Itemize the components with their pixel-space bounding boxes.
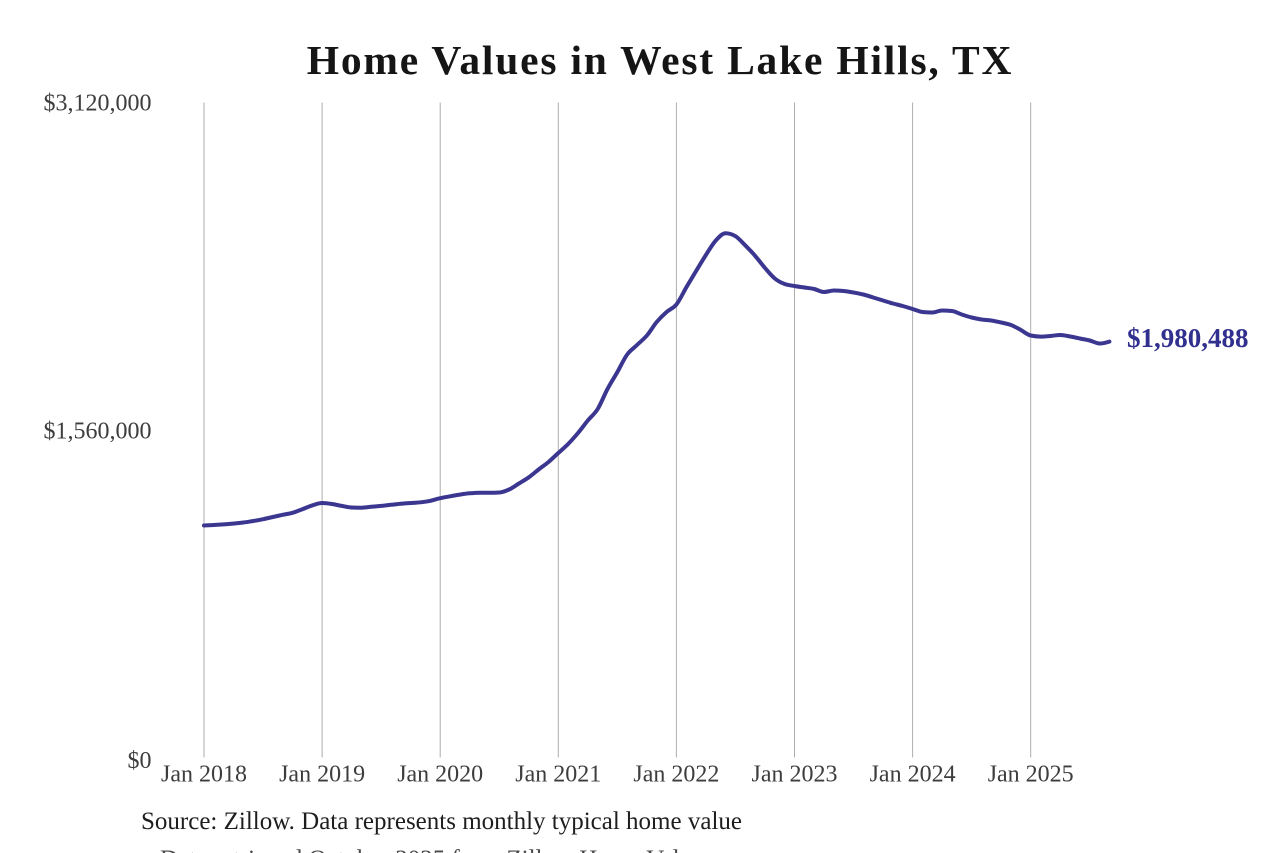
svg-text:Jan 2024: Jan 2024 [870,762,956,788]
svg-text:$1,560,000: $1,560,000 [44,418,152,444]
svg-text:Jan 2023: Jan 2023 [752,762,838,788]
svg-text:$1,980,488: $1,980,488 [1127,323,1249,353]
svg-text:Data retrieved October 2025 fr: Data retrieved October 2025 from Zillow … [160,846,713,853]
svg-text:$0: $0 [128,748,152,774]
svg-text:$3,120,000: $3,120,000 [44,90,152,116]
svg-text:Home Values in West Lake Hills: Home Values in West Lake Hills, TX [307,37,1014,83]
svg-text:Jan 2021: Jan 2021 [515,762,601,788]
svg-text:Jan 2025: Jan 2025 [988,762,1074,788]
svg-text:Jan 2020: Jan 2020 [397,762,483,788]
svg-text:Jan 2018: Jan 2018 [161,762,247,788]
svg-text:Jan 2022: Jan 2022 [633,762,719,788]
svg-text:Source: Zillow. Data represent: Source: Zillow. Data represents monthly … [141,808,742,835]
svg-text:Jan 2019: Jan 2019 [279,762,365,788]
